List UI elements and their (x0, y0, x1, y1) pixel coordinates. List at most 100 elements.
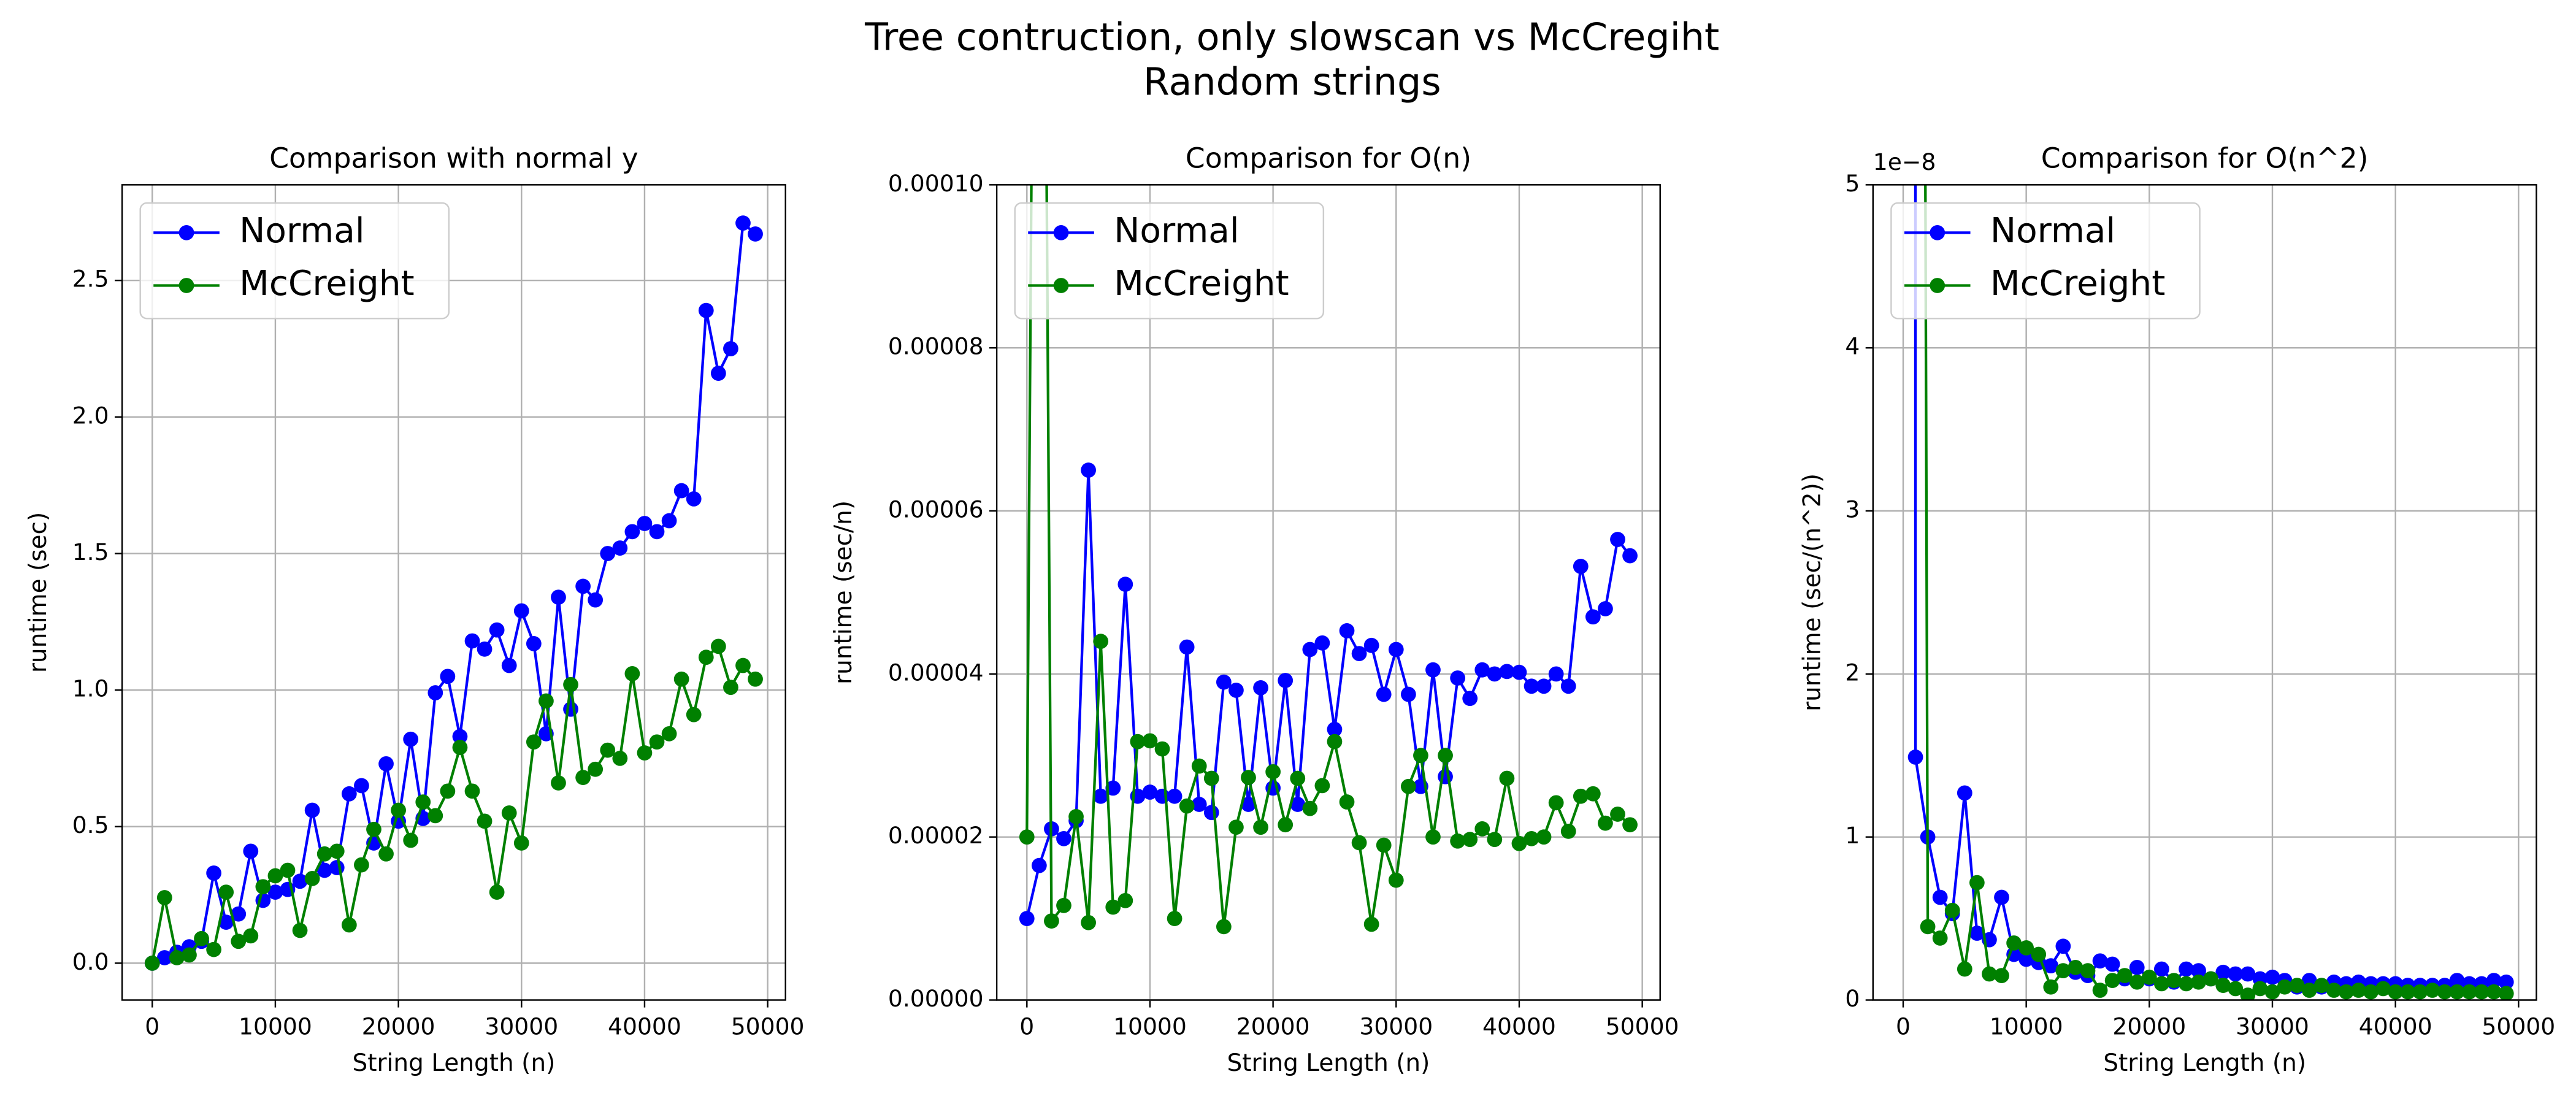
point (2437, 984, 2453, 1000)
point (1969, 926, 1985, 941)
point (563, 701, 578, 717)
point (1585, 786, 1601, 802)
point (1229, 819, 1244, 835)
point (378, 756, 394, 772)
point (2018, 940, 2034, 956)
point (1548, 666, 1564, 682)
point (1585, 609, 1601, 625)
point (1622, 817, 1638, 833)
point (2018, 951, 2034, 967)
point (1957, 961, 1972, 977)
point (231, 906, 247, 922)
point (1982, 966, 1997, 982)
point (489, 622, 505, 638)
point (329, 860, 345, 875)
point (1388, 872, 1404, 888)
point (1105, 899, 1121, 915)
y-tick-label: 2.0 (72, 402, 109, 429)
point (1610, 807, 1625, 822)
plot-area (1019, 185, 1638, 935)
point (551, 589, 566, 605)
point (748, 671, 763, 687)
point (2228, 981, 2244, 997)
point (427, 808, 443, 824)
point (1536, 829, 1552, 845)
point (661, 726, 677, 742)
point (1907, 749, 1923, 765)
point (1957, 785, 1972, 801)
point (378, 846, 394, 862)
axes-title: Comparison for O(n) (1186, 142, 1471, 174)
y-tick-label: 0.00010 (888, 170, 984, 197)
point (2043, 958, 2059, 974)
point (588, 592, 604, 608)
point (637, 745, 653, 761)
point (218, 884, 234, 900)
point (2498, 986, 2514, 1000)
point (2104, 973, 2120, 988)
point (477, 641, 493, 657)
point (1154, 741, 1170, 757)
point (2363, 984, 2379, 1000)
x-axis-label: String Length (n) (1227, 1049, 1430, 1077)
x-tick-label: 10000 (1990, 1013, 2063, 1040)
point (255, 879, 271, 895)
point (612, 751, 628, 766)
legend-marker (1930, 278, 1945, 293)
x-tick-label: 40000 (608, 1013, 681, 1040)
axes-title: Comparison for O(n^2) (2041, 142, 2369, 174)
point (1598, 601, 1613, 616)
point (735, 657, 751, 673)
point (1376, 686, 1392, 702)
point (2043, 979, 2059, 995)
point (600, 546, 616, 561)
y-tick-label: 0.00004 (888, 659, 984, 686)
point (1241, 770, 1256, 786)
point (710, 638, 726, 654)
point (1560, 823, 1576, 839)
point (1450, 670, 1466, 686)
x-tick-label: 50000 (2482, 1013, 2555, 1040)
x-tick-label: 0 (1019, 1013, 1034, 1040)
point (182, 947, 197, 963)
suptitle-line: Random strings (1143, 59, 1441, 104)
point (1031, 857, 1047, 873)
point (1216, 674, 1232, 690)
point (2068, 959, 2083, 975)
point (1474, 821, 1490, 837)
point (2166, 973, 2182, 988)
point (1462, 832, 1478, 848)
point (1524, 830, 1539, 846)
point (1167, 911, 1183, 926)
point (1314, 635, 1330, 651)
point (1081, 914, 1096, 930)
point (2215, 964, 2231, 980)
point (2449, 973, 2465, 988)
point (477, 813, 493, 829)
point (1548, 795, 1564, 811)
point (2080, 963, 2096, 979)
point (1610, 532, 1625, 547)
point (2141, 969, 2157, 985)
point (1290, 797, 1306, 812)
legend: Normal McCreight (1014, 202, 1325, 320)
point (316, 846, 332, 862)
point (2474, 984, 2490, 1000)
axes-title: Comparison with normal y (269, 142, 638, 174)
x-tick-label: 10000 (239, 1013, 312, 1040)
point (1302, 800, 1318, 816)
point (588, 761, 604, 777)
x-tick-label: 40000 (1482, 1013, 1556, 1040)
point (341, 917, 357, 933)
x-tick-label: 40000 (2359, 1013, 2432, 1040)
axes-frame (121, 184, 786, 1001)
point (1450, 833, 1466, 849)
offset-text: 1e−8 (1873, 148, 1936, 175)
point (292, 922, 308, 938)
point (1932, 889, 1948, 905)
point (1351, 646, 1367, 661)
point (194, 930, 209, 946)
point (686, 491, 702, 507)
point (354, 778, 369, 794)
point (1376, 837, 1392, 853)
